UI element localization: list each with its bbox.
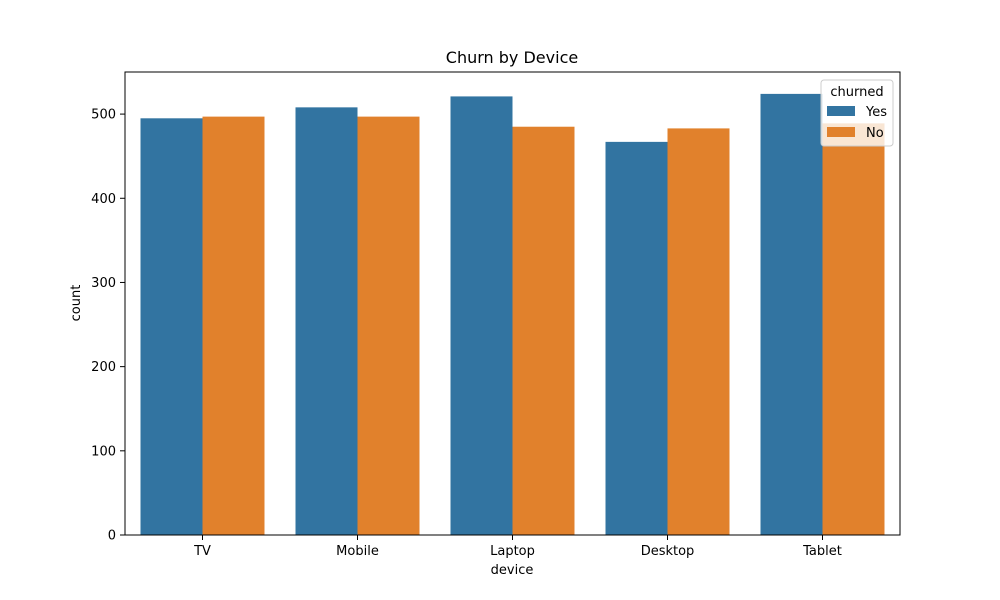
y-tick-label-200: 200 <box>91 360 116 375</box>
bar-tablet-no <box>822 123 885 536</box>
x-axis-label: device <box>491 563 534 578</box>
legend: churned Yes No <box>820 79 894 147</box>
x-tick-label-laptop: Laptop <box>490 544 535 559</box>
y-axis-label: count <box>69 285 84 322</box>
legend-label-no: No <box>866 126 884 141</box>
y-tick-label-100: 100 <box>91 444 116 459</box>
bar-tv-yes <box>140 118 203 536</box>
bar-tablet-yes <box>760 93 823 536</box>
bar-mobile-yes <box>295 107 358 536</box>
bar-laptop-no <box>512 126 575 535</box>
y-tick-label-300: 300 <box>91 276 116 291</box>
bar-laptop-yes <box>450 96 513 536</box>
x-tick-label-desktop: Desktop <box>641 544 695 559</box>
x-axis-ticks: TV Mobile Laptop Desktop Tablet <box>193 535 842 559</box>
y-axis-ticks: 0 100 200 300 400 500 <box>91 108 125 544</box>
legend-label-yes: Yes <box>865 105 887 120</box>
x-tick-label-mobile: Mobile <box>336 544 379 559</box>
bars-group <box>140 93 885 536</box>
legend-swatch-yes <box>827 106 855 116</box>
x-tick-label-tv: TV <box>193 544 211 559</box>
y-tick-label-0: 0 <box>108 529 116 544</box>
y-tick-label-400: 400 <box>91 192 116 207</box>
bar-desktop-no <box>667 128 730 535</box>
chart-title: Churn by Device <box>446 48 578 67</box>
bar-mobile-no <box>357 116 420 535</box>
legend-title: churned <box>830 85 883 100</box>
bar-desktop-yes <box>605 141 668 535</box>
plot-frame <box>124 71 901 536</box>
y-tick-label-500: 500 <box>91 108 116 123</box>
legend-swatch-no <box>827 127 855 137</box>
bar-tv-no <box>202 116 265 535</box>
x-tick-label-tablet: Tablet <box>802 544 842 559</box>
